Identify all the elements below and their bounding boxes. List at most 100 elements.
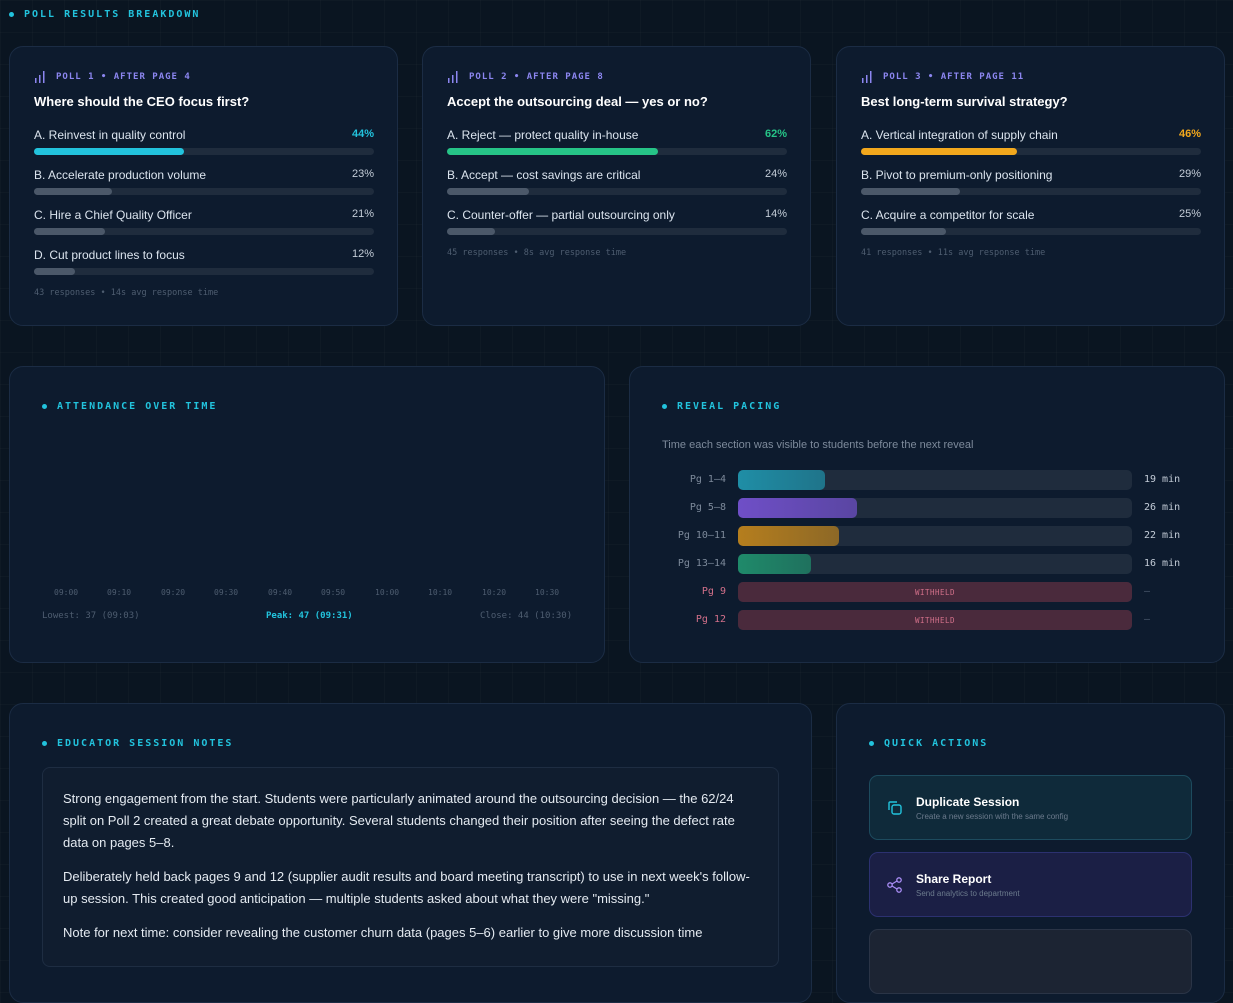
section-dot-icon bbox=[42, 741, 47, 746]
option-label: A. Reinvest in quality control bbox=[34, 128, 186, 142]
pacing-row-label: Pg 10–11 bbox=[677, 530, 726, 541]
poll-option: A. Reinvest in quality control 44% bbox=[34, 128, 374, 155]
option-pct: 23% bbox=[351, 168, 374, 180]
time-tick: 10:30 bbox=[535, 588, 560, 597]
pacing-track bbox=[738, 498, 1132, 518]
poll-card-2: POLL 2 • AFTER PAGE 8 Accept the outsour… bbox=[422, 46, 811, 326]
option-label: A. Reject — protect quality in-house bbox=[447, 128, 639, 142]
withheld-bar: WITHHELD bbox=[738, 582, 1132, 602]
pacing-bar bbox=[738, 526, 839, 546]
action-subtitle: Create a new session with the same confi… bbox=[916, 811, 1069, 821]
pacing-title: REVEAL PACING bbox=[662, 401, 781, 412]
poll-question: Best long-term survival strategy? bbox=[861, 94, 1068, 109]
action-title: Duplicate Session bbox=[916, 794, 1020, 809]
pacing-title-text: REVEAL PACING bbox=[677, 401, 782, 412]
pacing-value: — bbox=[1144, 586, 1151, 597]
option-bar bbox=[447, 188, 529, 195]
option-label: C. Hire a Chief Quality Officer bbox=[34, 208, 192, 222]
pacing-value: 16 min bbox=[1144, 558, 1181, 569]
option-bar bbox=[447, 148, 658, 155]
attendance-lowest: Lowest: 37 (09:03) bbox=[42, 611, 140, 621]
option-label: C. Counter-offer — partial outsourcing o… bbox=[447, 208, 675, 222]
notes-paragraph: Strong engagement from the start. Studen… bbox=[63, 791, 735, 850]
option-bar bbox=[861, 188, 960, 195]
pacing-track bbox=[738, 554, 1132, 574]
pacing-subtitle: Time each section was visible to student… bbox=[662, 439, 974, 451]
copy-icon bbox=[888, 800, 902, 815]
pacing-value: 19 min bbox=[1144, 474, 1181, 485]
bar-chart-icon bbox=[862, 71, 872, 83]
time-tick: 09:00 bbox=[54, 588, 79, 597]
duplicate-session-button[interactable]: Duplicate Session Create a new session w… bbox=[869, 775, 1192, 840]
poll-results-title: POLL RESULTS BREAKDOWN bbox=[9, 9, 200, 20]
time-tick: 10:10 bbox=[428, 588, 453, 597]
option-bar bbox=[447, 228, 495, 235]
poll-tag: POLL 2 • AFTER PAGE 8 bbox=[469, 72, 604, 82]
option-pct: 29% bbox=[1178, 168, 1201, 180]
attendance-card bbox=[9, 366, 605, 663]
pacing-value: 26 min bbox=[1144, 502, 1181, 513]
notes-title: EDUCATOR SESSION NOTES bbox=[42, 738, 233, 749]
poll-option: B. Accept — cost savings are critical 24% bbox=[447, 168, 787, 195]
poll-option: D. Cut product lines to focus 12% bbox=[34, 248, 374, 275]
time-tick: 09:10 bbox=[107, 588, 132, 597]
pacing-value: — bbox=[1144, 614, 1151, 625]
poll-option: C. Acquire a competitor for scale 25% bbox=[861, 208, 1201, 235]
poll-question: Where should the CEO focus first? bbox=[34, 94, 250, 109]
option-pct: 46% bbox=[1178, 128, 1201, 140]
poll-footer: 41 responses • 11s avg response time bbox=[861, 248, 1046, 258]
poll-option: C. Hire a Chief Quality Officer 21% bbox=[34, 208, 374, 235]
option-pct: 14% bbox=[764, 208, 787, 220]
pacing-track bbox=[738, 526, 1132, 546]
option-pct: 62% bbox=[764, 128, 787, 140]
poll-tag: POLL 3 • AFTER PAGE 11 bbox=[883, 72, 1025, 82]
poll-option: A. Reject — protect quality in-house 62% bbox=[447, 128, 787, 155]
share-report-button[interactable]: Share Report Send analytics to departmen… bbox=[869, 852, 1192, 917]
section-dot-icon bbox=[9, 12, 14, 17]
pacing-bar bbox=[738, 470, 826, 490]
poll-option: A. Vertical integration of supply chain 4… bbox=[861, 128, 1201, 155]
option-pct: 21% bbox=[351, 208, 374, 220]
bar-chart-icon bbox=[448, 71, 458, 83]
poll-question: Accept the outsourcing deal — yes or no? bbox=[447, 94, 708, 109]
section-dot-icon bbox=[42, 404, 47, 409]
attendance-title: ATTENDANCE OVER TIME bbox=[42, 401, 217, 412]
bar-chart-icon bbox=[35, 71, 45, 83]
action-subtitle: Send analytics to department bbox=[916, 888, 1020, 898]
time-tick: 09:20 bbox=[161, 588, 186, 597]
attendance-peak: Peak: 47 (09:31) bbox=[266, 611, 353, 621]
notes-paragraph: Note for next time: consider revealing t… bbox=[63, 925, 703, 940]
poll-option: B. Pivot to premium-only positioning 29% bbox=[861, 168, 1201, 195]
time-tick: 09:50 bbox=[321, 588, 346, 597]
poll-results-title-text: POLL RESULTS BREAKDOWN bbox=[24, 9, 201, 20]
option-label: C. Acquire a competitor for scale bbox=[861, 208, 1035, 222]
time-tick: 10:20 bbox=[482, 588, 507, 597]
section-dot-icon bbox=[869, 741, 874, 746]
pacing-track: WITHHELD bbox=[738, 610, 1132, 630]
pacing-row-label: Pg 12 bbox=[695, 614, 726, 625]
option-bar bbox=[861, 228, 946, 235]
poll-tag: POLL 1 • AFTER PAGE 4 bbox=[56, 72, 191, 82]
quick-action-button[interactable] bbox=[869, 929, 1192, 994]
option-label: B. Accelerate production volume bbox=[34, 168, 207, 182]
pacing-row-label: Pg 13–14 bbox=[677, 558, 726, 569]
poll-card-1: POLL 1 • AFTER PAGE 4 Where should the C… bbox=[9, 46, 398, 326]
option-bar bbox=[34, 228, 106, 235]
poll-card-3: POLL 3 • AFTER PAGE 11 Best long-term su… bbox=[836, 46, 1225, 326]
quick-actions-title-text: QUICK ACTIONS bbox=[884, 738, 989, 749]
attendance-close: Close: 44 (10:30) bbox=[480, 611, 573, 621]
pacing-bar bbox=[738, 554, 812, 574]
option-label: B. Pivot to premium-only positioning bbox=[861, 168, 1053, 182]
notes-paragraph: Deliberately held back pages 9 and 12 (s… bbox=[63, 869, 750, 906]
attendance-title-text: ATTENDANCE OVER TIME bbox=[57, 401, 218, 412]
pacing-bar bbox=[738, 498, 858, 518]
withheld-bar: WITHHELD bbox=[738, 610, 1132, 630]
time-tick: 09:40 bbox=[268, 588, 293, 597]
time-tick: 10:00 bbox=[375, 588, 400, 597]
quick-actions-title: QUICK ACTIONS bbox=[869, 738, 988, 749]
session-notes[interactable]: Strong engagement from the start. Studen… bbox=[42, 767, 779, 967]
option-pct: 24% bbox=[764, 168, 787, 180]
option-pct: 44% bbox=[351, 128, 374, 140]
pacing-row-label: Pg 1–4 bbox=[689, 474, 726, 485]
notes-title-text: EDUCATOR SESSION NOTES bbox=[57, 738, 234, 749]
